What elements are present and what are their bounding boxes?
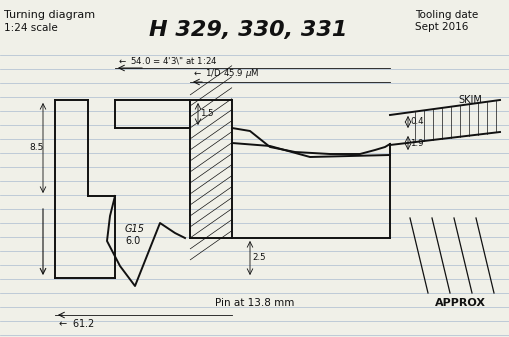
Text: $\leftarrow$ 54.0 = 4'3\" at 1:24: $\leftarrow$ 54.0 = 4'3\" at 1:24 (117, 55, 217, 66)
Text: 1.5: 1.5 (200, 110, 214, 119)
Text: 8.5: 8.5 (29, 144, 43, 153)
Text: APPROX: APPROX (435, 298, 486, 308)
Text: SKIM: SKIM (458, 95, 482, 105)
Text: $\leftarrow$ 61.2: $\leftarrow$ 61.2 (57, 317, 94, 329)
Text: Tooling date: Tooling date (415, 10, 478, 20)
Text: 0.4: 0.4 (410, 118, 423, 126)
Text: $\leftarrow$ 1/D 45.9 $\mu$M: $\leftarrow$ 1/D 45.9 $\mu$M (192, 67, 259, 80)
Text: 1.9: 1.9 (410, 139, 423, 148)
Text: Pin at 13.8 mm: Pin at 13.8 mm (215, 298, 295, 308)
Text: G15: G15 (125, 224, 145, 234)
Text: 2.5: 2.5 (252, 253, 266, 263)
Text: 1:24 scale: 1:24 scale (4, 23, 58, 33)
Text: 6.0: 6.0 (125, 236, 140, 246)
Text: Sept 2016: Sept 2016 (415, 22, 468, 32)
Text: Turning diagram: Turning diagram (4, 10, 95, 20)
Text: H 329, 330, 331: H 329, 330, 331 (149, 20, 347, 40)
